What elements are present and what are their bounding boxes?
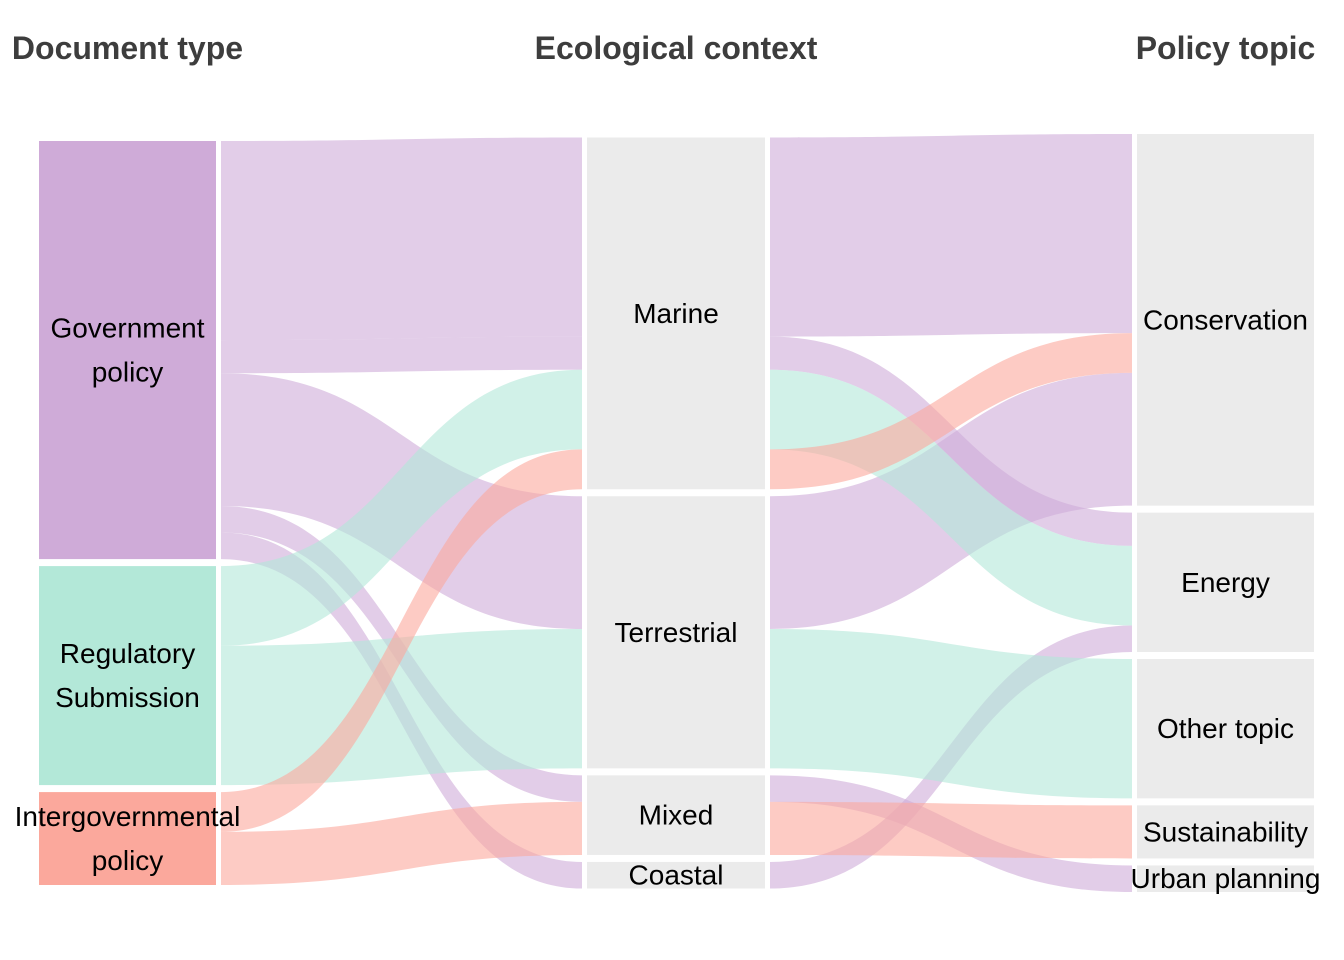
flow-reg-marine-energy-eco-to-topic — [770, 369, 1132, 626]
stratum-topic-cons: Conservation — [1137, 134, 1314, 506]
stratum-label-energy-0: Energy — [1181, 567, 1270, 598]
stratum-topic-urban: Urban planning — [1131, 863, 1321, 894]
stratum-box-cons — [1137, 134, 1314, 506]
flow-int-mixed-sust-doc-to-eco — [221, 801, 582, 885]
stratum-box-marine — [587, 137, 765, 490]
axis-title-doc: Document type — [12, 30, 243, 66]
stratum-doc-gov: Government policy — [39, 141, 216, 560]
stratum-label-reg-1: Submission — [55, 682, 200, 713]
stratum-eco-marine: Marine — [587, 137, 765, 490]
stratum-eco-mixed: Mixed — [587, 775, 765, 855]
axis-title-topic: Policy topic — [1136, 30, 1316, 66]
stratum-box-gov — [39, 141, 216, 560]
stratum-box-sust — [1137, 805, 1314, 859]
stratum-box-terr — [587, 496, 765, 769]
flow-int-marine-cons-doc-to-eco — [221, 449, 582, 832]
stratum-topic-energy: Energy — [1137, 512, 1314, 652]
stratum-box-coastal — [587, 861, 765, 889]
flow-gov-marine-cons-eco-to-topic — [770, 134, 1132, 337]
flows-layer — [221, 134, 1132, 892]
stratum-label-coastal-0: Coastal — [629, 860, 724, 891]
flow-gov-marine-energy-doc-to-eco — [221, 336, 582, 374]
flow-int-mixed-sust-eco-to-topic — [770, 801, 1132, 859]
stratum-eco-terr: Terrestrial — [587, 496, 765, 769]
stratum-eco-coastal: Coastal — [587, 860, 765, 891]
stratum-topic-sust: Sustainability — [1137, 805, 1314, 859]
stratum-label-terr-0: Terrestrial — [615, 617, 738, 648]
stratum-box-reg — [39, 566, 216, 786]
flow-reg-marine-energy-doc-to-eco — [221, 369, 582, 646]
stratum-label-cons-0: Conservation — [1143, 304, 1308, 335]
stratum-label-gov-0: Government — [50, 313, 204, 344]
stratum-label-int-0: Intergovernmental — [15, 801, 241, 832]
stratum-box-other — [1137, 659, 1314, 799]
stratum-label-urban-0: Urban planning — [1131, 863, 1321, 894]
flow-int-marine-cons-eco-to-topic — [770, 333, 1132, 490]
stratum-label-sust-0: Sustainability — [1143, 816, 1308, 847]
stratum-label-reg-0: Regulatory — [60, 638, 195, 669]
axis-titles: Document type Ecological context Policy to… — [12, 30, 1315, 66]
strata-layer: Government policy Regulatory Submission Inte… — [15, 134, 1321, 894]
stratum-box-mixed — [587, 775, 765, 855]
stratum-label-gov-1: policy — [92, 357, 164, 388]
flow-reg-terr-other-eco-to-topic — [770, 628, 1132, 799]
stratum-label-other-0: Other topic — [1157, 713, 1294, 744]
stratum-label-marine-0: Marine — [633, 298, 719, 329]
stratum-topic-other: Other topic — [1137, 659, 1314, 799]
axis-title-eco: Ecological context — [535, 30, 818, 66]
stratum-doc-reg: Regulatory Submission — [39, 566, 216, 786]
flow-reg-terr-other-doc-to-eco — [221, 628, 582, 786]
stratum-label-int-1: policy — [92, 845, 164, 876]
stratum-box-energy — [1137, 512, 1314, 652]
stratum-box-int — [39, 792, 216, 885]
stratum-box-urban — [1137, 865, 1314, 892]
flow-gov-marine-cons-doc-to-eco — [221, 137, 582, 341]
stratum-label-mixed-0: Mixed — [639, 800, 714, 831]
stratum-doc-int: Intergovernmental policy — [15, 792, 241, 885]
